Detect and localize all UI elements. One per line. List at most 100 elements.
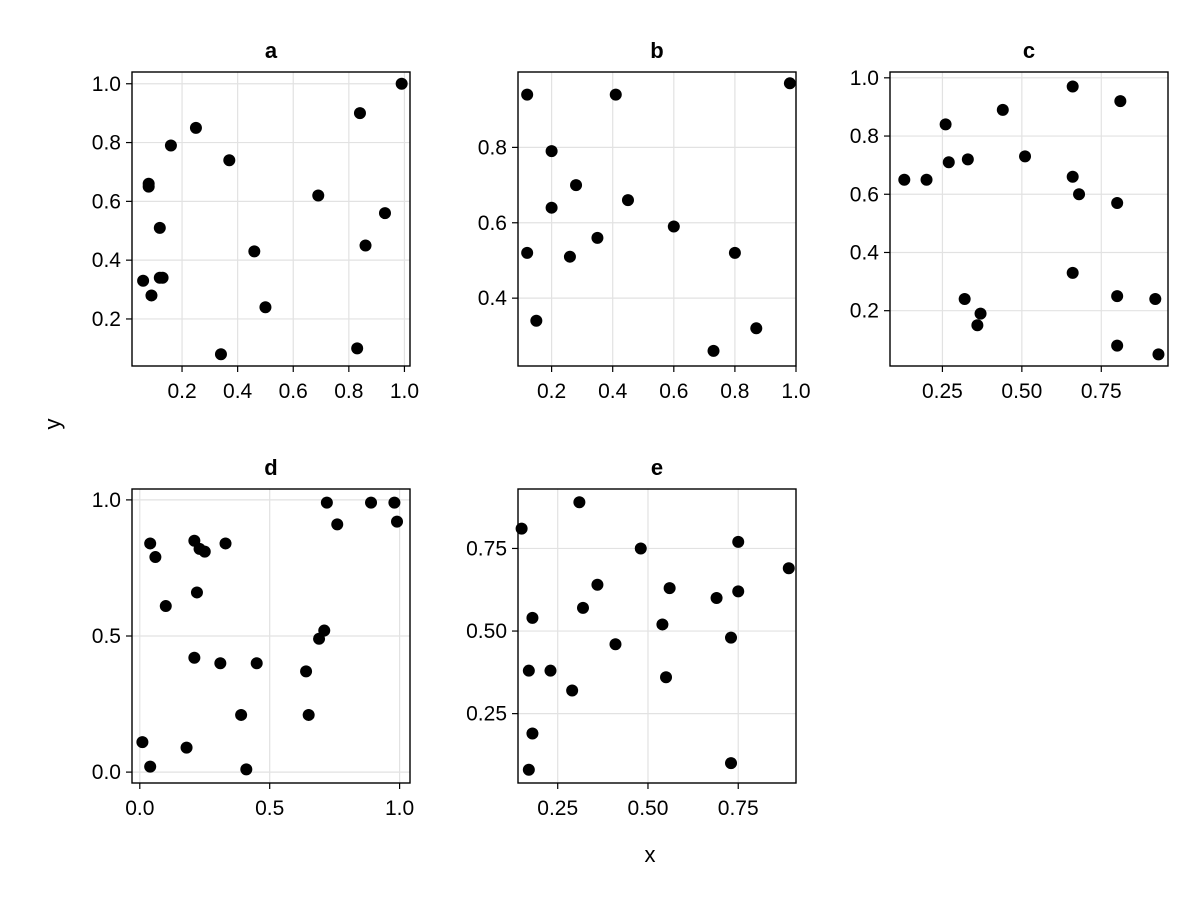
panel-b-frame bbox=[517, 71, 797, 367]
panel-d-xtick-label: 1.0 bbox=[385, 797, 414, 820]
panel-c-point bbox=[1111, 290, 1124, 303]
panel-d-xtick-label: 0.0 bbox=[125, 797, 154, 820]
panel-a-ytick-label: 0.8 bbox=[92, 132, 121, 155]
panel-c-ytick-label: 0.6 bbox=[850, 183, 879, 206]
panel-c-point bbox=[971, 319, 984, 332]
panel-b-point bbox=[667, 220, 680, 233]
panel-c-ytick-label: 0.8 bbox=[850, 125, 879, 148]
panel-a-point bbox=[223, 154, 236, 167]
panel-e-ytick-label: 0.75 bbox=[466, 537, 507, 560]
panel-c-point bbox=[939, 118, 952, 131]
panel-d-point bbox=[136, 736, 149, 749]
panel-b-xtick-label: 1.0 bbox=[781, 380, 810, 403]
panel-c-point bbox=[1066, 266, 1079, 279]
panel-c-point bbox=[961, 153, 974, 166]
panel-b: 0.2 0.4 0.6 0.8 1.0 0.4 0.6 0.8 b bbox=[478, 38, 811, 403]
panel-e-xtick-label: 0.25 bbox=[537, 797, 578, 820]
panel-e-xtick-label: 0.75 bbox=[718, 797, 759, 820]
panel-a: 0.2 0.4 0.6 0.8 1.0 0.2 0.4 0.6 0.8 1.0 a bbox=[92, 38, 419, 403]
panel-e-point bbox=[732, 585, 745, 598]
panel-d-point bbox=[240, 763, 253, 776]
panel-c-point bbox=[1066, 170, 1079, 183]
panel-d-ytick-label: 1.0 bbox=[92, 489, 121, 512]
panel-c-point bbox=[920, 173, 933, 186]
panel-a-point bbox=[214, 348, 227, 361]
panel-d-point bbox=[302, 708, 315, 721]
panel-c-ytick-label: 1.0 bbox=[850, 67, 879, 90]
panel-d-point bbox=[188, 651, 201, 664]
panel-e-point bbox=[522, 763, 535, 776]
panel-a-point bbox=[351, 342, 364, 355]
panel-d-ytick-label: 0.0 bbox=[92, 761, 121, 784]
panel-a-ytick-label: 0.4 bbox=[92, 249, 122, 272]
panel-e-xtick-label: 0.50 bbox=[628, 797, 669, 820]
panel-c-point bbox=[898, 173, 911, 186]
panel-d-point bbox=[144, 537, 157, 550]
panel-e-point bbox=[634, 542, 647, 555]
figure-ylabel: y bbox=[40, 419, 65, 430]
panel-e-point bbox=[526, 611, 539, 624]
panel-c-point bbox=[1149, 293, 1162, 306]
panel-d-point bbox=[235, 708, 248, 721]
panel-b-point bbox=[609, 88, 622, 101]
panel-e-point bbox=[526, 727, 539, 740]
panel-b-point bbox=[750, 322, 763, 335]
panel-a-xtick-label: 0.8 bbox=[334, 380, 363, 403]
panel-d: 0.0 0.5 1.0 0.0 0.5 1.0 d bbox=[92, 455, 414, 820]
panel-b-point bbox=[545, 201, 558, 214]
panel-e-point bbox=[725, 757, 738, 770]
panel-e-point bbox=[710, 592, 723, 605]
panel-a-point bbox=[248, 245, 261, 258]
panel-e-frame bbox=[517, 488, 797, 784]
panel-d-point bbox=[320, 496, 333, 509]
panel-a-point bbox=[153, 221, 166, 234]
panel-e-point bbox=[522, 664, 535, 677]
figure-xlabel: x bbox=[645, 842, 656, 867]
panel-e-point bbox=[591, 578, 604, 591]
panel-a-point bbox=[395, 77, 408, 90]
panel-a-point bbox=[353, 107, 366, 120]
panel-c-point bbox=[996, 103, 1009, 116]
panel-e-point bbox=[782, 562, 795, 575]
panel-a-xtick-label: 1.0 bbox=[390, 380, 419, 403]
panel-b-point bbox=[621, 194, 634, 207]
panel-d-point bbox=[331, 518, 344, 531]
panel-a-point bbox=[312, 189, 325, 202]
panel-b-point bbox=[570, 179, 583, 192]
panel-b-point bbox=[521, 246, 534, 259]
panel-b-point bbox=[530, 314, 543, 327]
panel-d-title: d bbox=[264, 455, 277, 480]
panel-d-point bbox=[149, 551, 162, 564]
panel-a-point bbox=[142, 180, 155, 193]
panel-d-point bbox=[388, 496, 401, 509]
panel-e: 0.25 0.50 0.75 0.25 0.50 0.75 e bbox=[466, 455, 797, 820]
panel-c-point bbox=[974, 307, 987, 320]
panel-d-point bbox=[219, 537, 232, 550]
panel-b-point bbox=[521, 88, 534, 101]
panel-c-point bbox=[1152, 348, 1165, 361]
panel-e-point bbox=[732, 535, 745, 548]
panel-b-ytick-label: 0.8 bbox=[478, 136, 507, 159]
panel-c-xtick-label: 0.50 bbox=[1001, 380, 1042, 403]
panel-d-ytick-label: 0.5 bbox=[92, 625, 121, 648]
panel-c: 0.25 0.50 0.75 0.2 0.4 0.6 0.8 1.0 c bbox=[850, 38, 1169, 403]
panel-d-point bbox=[190, 586, 203, 599]
panel-b-point bbox=[545, 145, 558, 158]
panel-d-xtick-label: 0.5 bbox=[255, 797, 284, 820]
panel-a-ytick-label: 0.6 bbox=[92, 190, 121, 213]
panel-e-point bbox=[663, 582, 676, 595]
panel-a-point bbox=[189, 121, 202, 134]
panel-a-point bbox=[145, 289, 158, 302]
panel-a-frame bbox=[131, 71, 411, 367]
panel-c-point bbox=[1114, 95, 1127, 108]
panel-b-ytick-label: 0.6 bbox=[478, 212, 507, 235]
panel-d-point bbox=[180, 741, 193, 754]
panel-b-point bbox=[783, 77, 796, 90]
panel-d-point bbox=[250, 657, 263, 670]
panel-b-point bbox=[707, 344, 720, 357]
panel-a-point bbox=[359, 239, 372, 252]
panel-e-point bbox=[609, 638, 622, 651]
panel-e-point bbox=[660, 671, 673, 684]
panel-c-xtick-label: 0.25 bbox=[922, 380, 963, 403]
